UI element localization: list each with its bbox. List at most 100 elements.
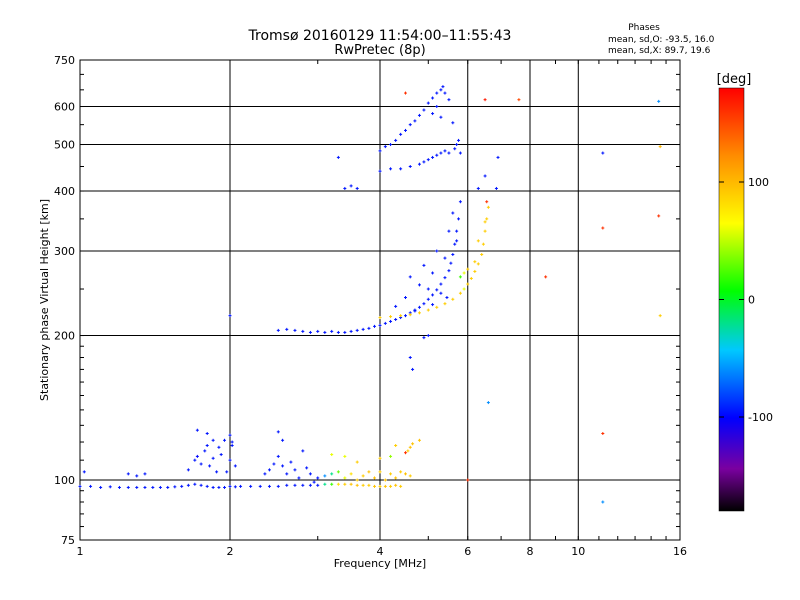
data-point [223, 485, 227, 489]
data-point [517, 98, 521, 102]
data-point [408, 355, 412, 359]
data-point [378, 316, 382, 320]
data-point [151, 485, 155, 489]
data-point [426, 334, 430, 338]
data-point [276, 328, 280, 332]
data-point [343, 186, 347, 190]
data-point [451, 253, 455, 257]
data-point [455, 143, 459, 147]
data-point [657, 99, 661, 103]
data-point [336, 470, 340, 474]
data-point [453, 242, 457, 246]
y-tick-label: 400 [54, 185, 75, 198]
data-point [455, 229, 459, 233]
data-point [451, 211, 455, 215]
data-point [445, 296, 449, 300]
data-point [496, 155, 500, 159]
data-point [233, 485, 237, 489]
data-point [99, 485, 103, 489]
data-point [443, 276, 447, 280]
y-axis-label: Stationary phase Virtual Height [km] [38, 199, 51, 401]
data-point [411, 367, 415, 371]
data-point [336, 155, 340, 159]
data-point [186, 468, 190, 472]
data-point [267, 484, 271, 488]
data-point [289, 460, 293, 464]
y-tick-label: 75 [61, 534, 75, 547]
data-point [316, 483, 320, 487]
data-point [211, 438, 215, 442]
x-axis-label: Frequency [MHz] [334, 557, 426, 570]
data-point [249, 484, 253, 488]
data-point [417, 438, 421, 442]
data-point [485, 200, 489, 204]
y-tick-label: 500 [54, 139, 75, 152]
data-point [293, 468, 297, 472]
y-tick-label: 300 [54, 245, 75, 258]
data-point [476, 186, 480, 190]
data-point [422, 108, 426, 112]
data-point [466, 282, 470, 286]
data-point [447, 229, 451, 233]
data-point [305, 466, 309, 470]
data-point [367, 483, 371, 487]
data-point [451, 297, 455, 301]
colorbar-tick-label: 0 [748, 294, 755, 307]
data-point [494, 186, 498, 190]
data-point [458, 151, 462, 155]
y-tick-label: 750 [54, 54, 75, 67]
y-tick-label: 200 [54, 330, 75, 343]
data-point [211, 485, 215, 489]
data-point [431, 271, 435, 275]
data-point [403, 91, 407, 95]
data-point [349, 184, 353, 188]
data-point [439, 291, 443, 295]
data-point [417, 283, 421, 287]
data-point [486, 401, 490, 405]
data-point [211, 456, 215, 460]
data-point [458, 200, 462, 204]
data-point [394, 138, 398, 142]
x-tick-label: 8 [527, 545, 534, 558]
data-point [462, 271, 466, 275]
data-point [439, 88, 443, 92]
data-point [143, 472, 147, 476]
data-point [378, 484, 382, 488]
data-point [476, 262, 480, 266]
data-point [301, 449, 305, 453]
data-point [426, 308, 430, 312]
data-point [469, 276, 473, 280]
data-point [447, 98, 451, 102]
data-point [439, 151, 443, 155]
data-point [361, 474, 365, 478]
data-point [276, 484, 280, 488]
data-point [658, 145, 662, 149]
data-point [217, 485, 221, 489]
data-point [281, 464, 285, 468]
data-point [193, 482, 197, 486]
data-point [422, 302, 426, 306]
data-point [403, 296, 407, 300]
data-point [399, 484, 403, 488]
data-point [158, 485, 162, 489]
data-point [316, 476, 320, 480]
data-point [126, 485, 130, 489]
data-point [355, 483, 359, 487]
data-point [399, 167, 403, 171]
data-point [486, 205, 490, 209]
data-point [399, 470, 403, 474]
data-point [378, 169, 382, 173]
data-point [389, 484, 393, 488]
data-point [135, 474, 139, 478]
data-point [195, 428, 199, 432]
data-point [355, 460, 359, 464]
data-point [483, 98, 487, 102]
data-point [205, 444, 209, 448]
data-point [394, 476, 398, 480]
data-point [343, 454, 347, 458]
data-point [228, 433, 232, 437]
data-point [203, 449, 207, 453]
stats-line-x: mean, sd,X: 89.7, 19.6 [608, 46, 711, 56]
data-point [476, 239, 480, 243]
data-point [215, 470, 219, 474]
